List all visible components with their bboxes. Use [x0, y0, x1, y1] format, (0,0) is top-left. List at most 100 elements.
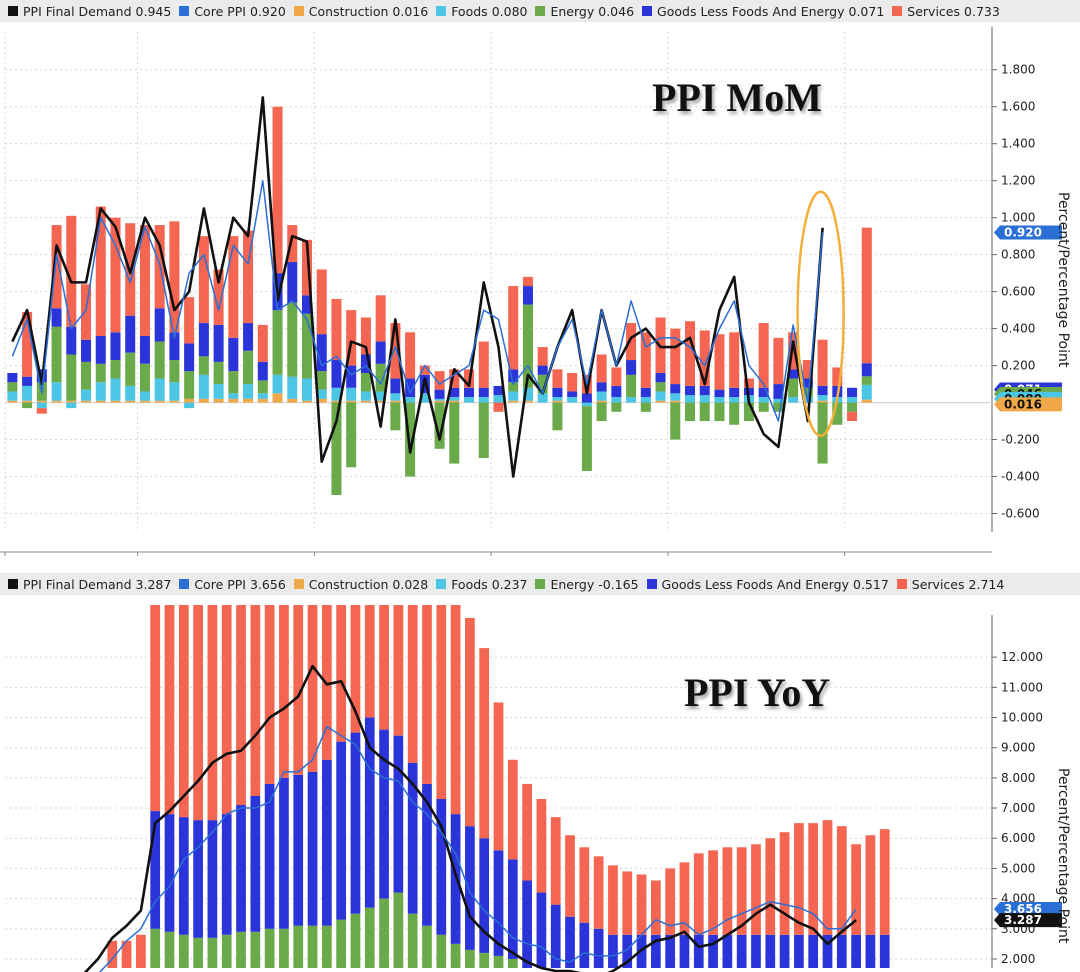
yoy-bar-services	[493, 702, 504, 851]
yoy-bar-services	[708, 850, 718, 935]
mom-bar-foods	[449, 397, 460, 401]
mom-bar-energy	[243, 350, 254, 385]
mom-bar-goods-less-foods-and-energy	[287, 262, 298, 303]
mom-bar-energy	[655, 382, 666, 392]
yoy-bar-services	[550, 817, 561, 905]
mom-bar-construction	[596, 400, 607, 403]
mom-bar-foods	[611, 397, 622, 403]
mom-bar-construction	[154, 400, 165, 403]
mom-y-tick-label: 1.200	[1001, 174, 1035, 188]
yoy-bar-services	[207, 605, 218, 821]
yoy-bar-services	[393, 605, 404, 736]
yoy-bar-goods-less-foods-and-energy	[493, 850, 504, 956]
mom-bar-goods-less-foods-and-energy	[670, 384, 681, 394]
mom-bar-services	[434, 371, 445, 390]
mom-legend-value: 0.046	[598, 3, 635, 19]
mom-bar-foods	[640, 397, 651, 403]
yoy-legend-item-services: Services 2.714	[896, 573, 1004, 595]
mom-bar-construction	[125, 400, 136, 403]
yoy-legend-value: 0.517	[853, 576, 889, 592]
mom-bar-foods	[493, 395, 504, 403]
yoy-bar-services	[450, 605, 461, 815]
mom-bar-foods	[213, 384, 224, 399]
mom-bar-foods	[434, 398, 445, 401]
yoy-bar-goods-less-foods-and-energy	[164, 814, 175, 932]
mom-bar-foods	[714, 397, 725, 403]
yoy-chart: 2.0003.0004.0005.0006.0007.0008.0009.000…	[5, 605, 1062, 972]
mom-bar-foods	[257, 393, 268, 399]
yoy-y-tick-label: 9.000	[1001, 741, 1035, 755]
yoy-legend-swatch	[646, 579, 657, 589]
yoy-legend-item-energy: Energy -0.165	[535, 573, 639, 595]
yoy-bar-energy	[493, 955, 504, 968]
yoy-bar-goods-less-foods-and-energy	[250, 795, 261, 932]
yoy-bar-energy	[450, 943, 461, 968]
mom-bar-services	[596, 354, 607, 383]
mom-bar-services	[243, 230, 254, 324]
mom-bar-goods-less-foods-and-energy	[390, 378, 401, 394]
mom-bar-energy	[714, 402, 725, 422]
yoy-bar-services	[665, 868, 676, 935]
yoy-legend-label: Energy	[550, 576, 595, 592]
mom-bar-services	[861, 227, 872, 364]
yoy-bar-goods-less-foods-and-energy	[422, 783, 432, 926]
mom-bar-services	[257, 324, 268, 362]
yoy-bar-goods-less-foods-and-energy	[665, 934, 676, 968]
mom-bar-construction	[198, 398, 209, 403]
mom-bar-foods	[596, 391, 607, 401]
yoy-bar-goods-less-foods-and-energy	[221, 814, 232, 935]
yoy-bar-services	[879, 829, 890, 935]
mom-bar-services	[832, 367, 843, 386]
yoy-bar-goods-less-foods-and-energy	[608, 934, 618, 968]
mom-bar-foods	[184, 402, 195, 409]
yoy-legend-label: Construction	[308, 576, 389, 592]
mom-legend-label: Energy	[550, 3, 595, 19]
yoy-bar-goods-less-foods-and-energy	[836, 934, 847, 968]
yoy-bar-services	[293, 605, 304, 775]
mom-bar-goods-less-foods-and-energy	[125, 315, 136, 353]
mom-bar-foods	[36, 402, 47, 409]
yoy-bar-goods-less-foods-and-energy	[479, 838, 490, 953]
yoy-bar-goods-less-foods-and-energy	[822, 934, 833, 968]
mom-bar-foods	[655, 391, 666, 401]
yoy-legend-swatch	[8, 579, 18, 589]
yoy-bar-goods-less-foods-and-energy	[379, 729, 389, 899]
yoy-bar-services	[765, 838, 776, 935]
yoy-bar-services	[751, 844, 761, 935]
yoy-bar-services	[336, 605, 347, 742]
mom-bar-construction	[346, 400, 357, 403]
mom-bar-foods	[861, 384, 872, 400]
mom-bar-construction	[522, 400, 533, 403]
mom-bar-services	[36, 408, 47, 414]
mom-bar-goods-less-foods-and-energy	[139, 336, 150, 364]
yoy-bar-goods-less-foods-and-energy	[350, 732, 361, 914]
yoy-line-core-ppi	[98, 725, 857, 972]
mom-legend-swatch	[535, 6, 546, 16]
mom-bar-services	[110, 217, 121, 333]
mom-bar-goods-less-foods-and-energy	[22, 376, 33, 386]
yoy-bar-goods-less-foods-and-energy	[579, 922, 590, 968]
yoy-bar-goods-less-foods-and-energy	[622, 934, 633, 968]
mom-y-tick-label: -0.200	[1001, 433, 1040, 447]
mom-bar-goods-less-foods-and-energy	[478, 387, 489, 398]
mom-bar-energy	[788, 378, 799, 398]
mom-bar-goods-less-foods-and-energy	[213, 324, 224, 362]
mom-legend-label: PPI Final Demand	[23, 3, 132, 19]
mom-value-badge: 0.920	[994, 225, 1062, 240]
mom-bar-services	[360, 317, 371, 355]
yoy-bar-energy	[336, 919, 347, 968]
mom-bar-goods-less-foods-and-energy	[640, 387, 651, 398]
mom-bar-services	[670, 328, 681, 385]
mom-bar-goods-less-foods-and-energy	[360, 354, 371, 373]
mom-bar-foods	[464, 397, 475, 403]
yoy-bar-services	[407, 605, 418, 763]
mom-y-tick-label: 1.000	[1001, 211, 1035, 225]
mom-bar-energy	[405, 402, 416, 477]
yoy-bar-energy	[307, 925, 318, 968]
yoy-bar-energy	[422, 925, 432, 968]
yoy-bar-energy	[293, 925, 304, 968]
mom-bar-foods	[817, 395, 828, 401]
yoy-y-tick-label: 8.000	[1001, 771, 1035, 785]
yoy-bar-services	[836, 826, 847, 935]
yoy-bar-energy	[164, 931, 175, 968]
